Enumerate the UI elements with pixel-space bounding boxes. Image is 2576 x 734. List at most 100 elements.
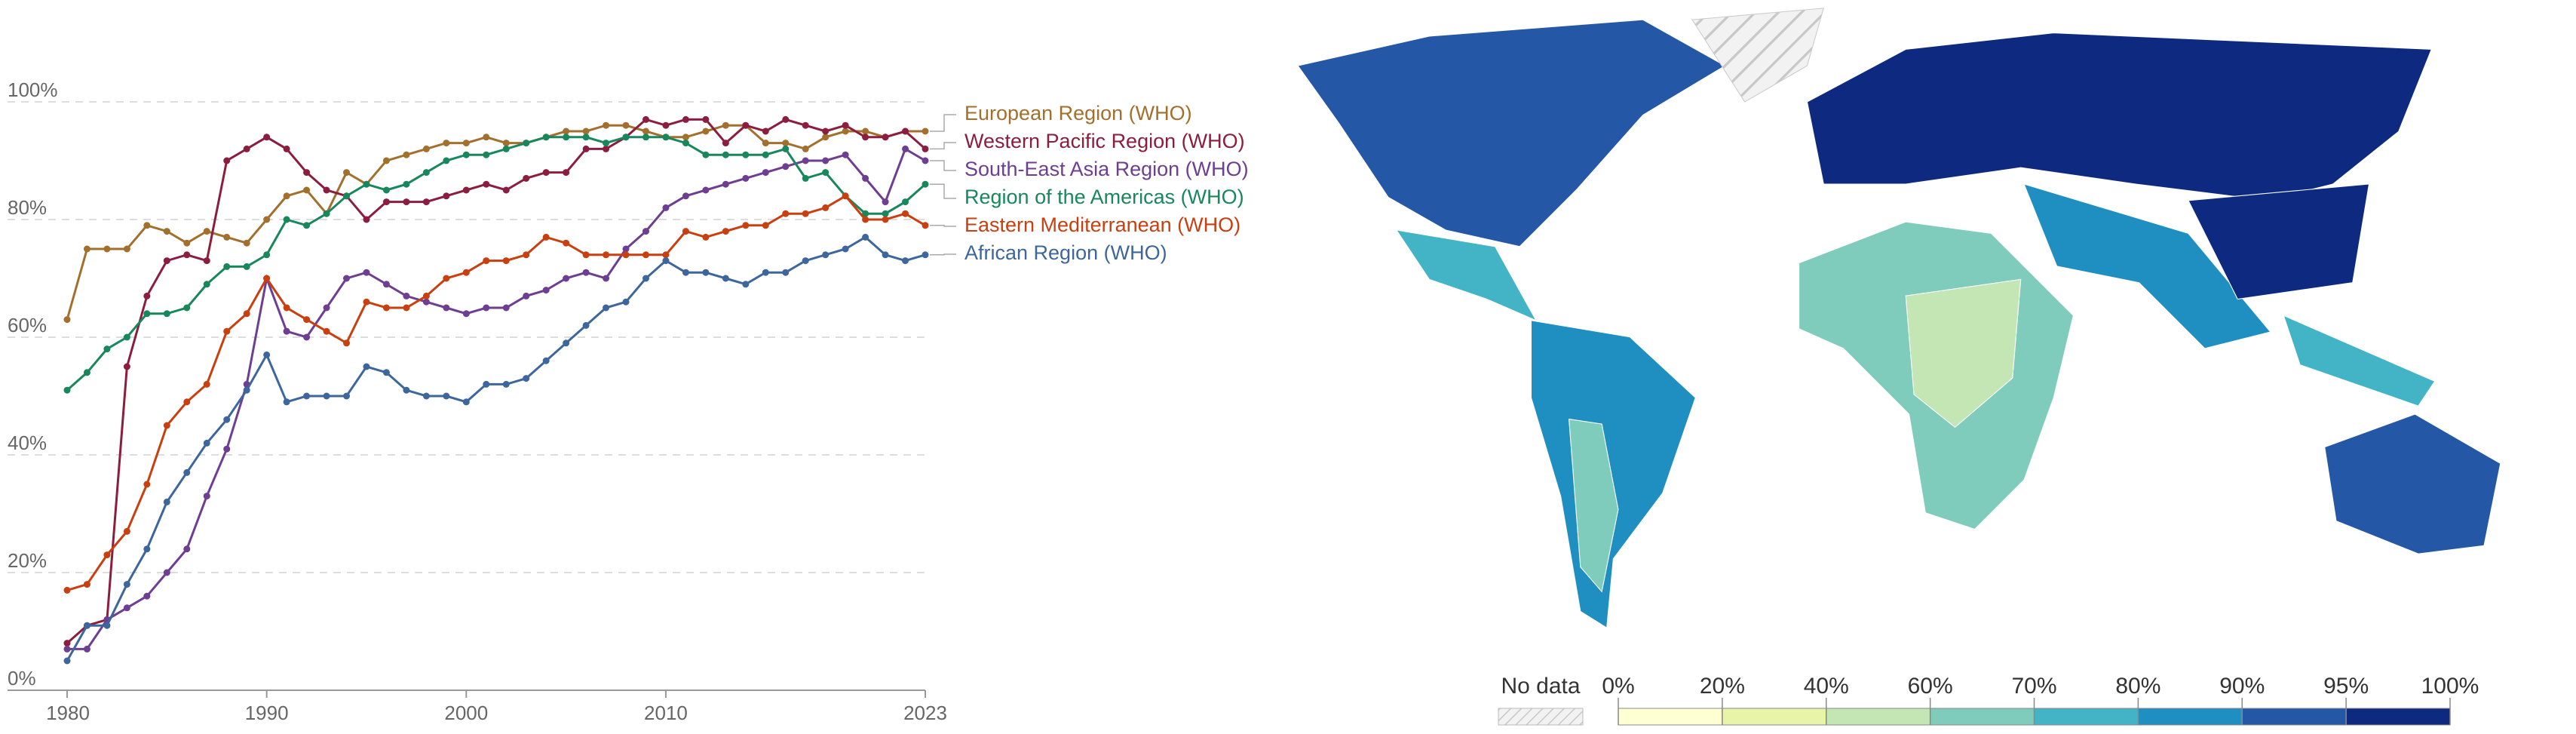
point [802, 145, 809, 152]
point [802, 174, 809, 182]
point [343, 192, 351, 200]
point [303, 392, 311, 400]
point [922, 145, 929, 152]
point [303, 222, 311, 229]
point [722, 275, 729, 282]
point [83, 369, 90, 376]
no-data-swatch [1498, 708, 1584, 726]
point [263, 275, 271, 282]
point [483, 180, 490, 188]
point [862, 216, 869, 223]
series-line [66, 194, 926, 591]
point [63, 645, 71, 653]
point [83, 622, 90, 629]
legend-label: Region of the Americas (WHO) [964, 186, 1244, 208]
legend-tick-label: 60% [1908, 674, 1953, 699]
point [822, 127, 830, 135]
y-tick-label: 60% [8, 314, 47, 336]
point [283, 304, 290, 312]
point [662, 204, 670, 211]
point [603, 251, 610, 259]
point [782, 145, 790, 152]
x-tick-label: 2000 [444, 702, 488, 724]
point [822, 251, 830, 259]
point [283, 216, 290, 223]
point [582, 145, 590, 152]
legend-swatch [1930, 708, 2035, 726]
point [702, 269, 710, 276]
point [662, 257, 670, 265]
point [502, 304, 510, 312]
point [582, 127, 590, 135]
point [343, 339, 351, 347]
point [203, 493, 210, 500]
point [842, 192, 849, 200]
point [802, 257, 809, 265]
point [502, 145, 510, 152]
point [63, 386, 71, 394]
y-tick-label: 0% [8, 667, 36, 689]
legend-swatch [2034, 708, 2139, 726]
point [842, 245, 849, 253]
point [263, 134, 271, 141]
point [563, 339, 570, 347]
point [542, 287, 550, 294]
legend-label: Eastern Mediterranean (WHO) [964, 213, 1240, 236]
point [303, 186, 311, 194]
point [462, 151, 470, 158]
point [682, 134, 689, 141]
point [243, 145, 250, 152]
legend-connector [930, 142, 956, 150]
x-tick-label: 2023 [903, 702, 947, 724]
point [682, 228, 689, 235]
point [882, 251, 889, 259]
legend-tick-label: 95% [2323, 674, 2369, 699]
map-region [1568, 418, 1619, 593]
point [642, 115, 649, 123]
point [722, 228, 729, 235]
point [722, 121, 729, 129]
point [563, 275, 570, 282]
legend-tick-label: 100% [2421, 674, 2479, 699]
legend-tick-label: 40% [1804, 674, 1849, 699]
legend-connector [930, 183, 956, 199]
point [882, 216, 889, 223]
point [223, 327, 231, 335]
point [642, 134, 649, 141]
point [243, 386, 250, 394]
point [642, 275, 649, 282]
y-tick-label: 20% [8, 549, 47, 572]
point [363, 180, 370, 188]
point [103, 346, 111, 353]
point [323, 327, 330, 335]
point [922, 157, 929, 164]
point [163, 257, 170, 265]
point [63, 640, 71, 647]
point [163, 422, 170, 429]
legend-swatch [2345, 708, 2451, 726]
point [462, 186, 470, 194]
point [802, 157, 809, 164]
point [582, 251, 590, 259]
point [882, 134, 889, 141]
point [263, 251, 271, 259]
point [822, 134, 830, 141]
series-line [66, 235, 926, 662]
legend-tick-label: 0% [1602, 674, 1634, 699]
point [862, 174, 869, 182]
map-region [1905, 278, 2022, 428]
point [582, 321, 590, 329]
point [143, 222, 151, 229]
point [782, 140, 790, 147]
point [622, 121, 630, 129]
legend-swatch [2137, 708, 2243, 726]
legend-connector [930, 160, 956, 171]
point [762, 151, 769, 158]
series-line [66, 118, 926, 644]
legend-tick-label: 20% [1700, 674, 1745, 699]
point [862, 233, 869, 241]
point [502, 186, 510, 194]
point [283, 398, 290, 406]
point [542, 134, 550, 141]
point [203, 228, 210, 235]
